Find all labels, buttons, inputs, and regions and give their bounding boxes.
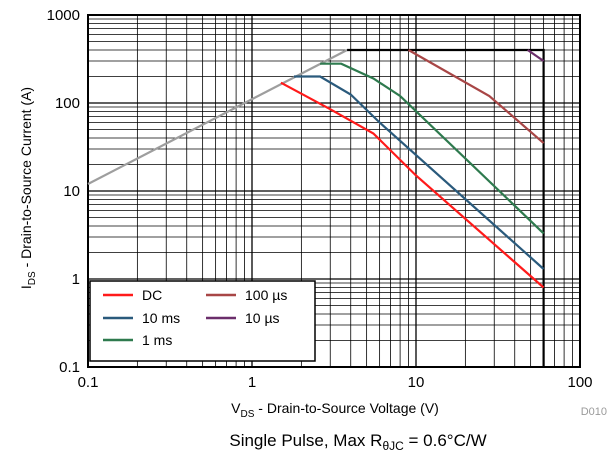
- legend-label: DC: [142, 287, 162, 303]
- series-line-dc: [280, 81, 545, 289]
- legend-label: 10 µs: [245, 310, 280, 326]
- legend-label: 10 ms: [142, 310, 180, 326]
- tick-labels: 0.1 1 10 100 0.1 1 10 100 1000: [47, 7, 593, 391]
- series-line-100-s: [407, 49, 545, 144]
- limit-line-0: [87, 49, 348, 185]
- series-line-10-ms: [293, 75, 545, 270]
- plot-area-frame: [87, 14, 581, 368]
- series-line-10-s: [527, 49, 545, 62]
- x-tick-label: 0.1: [78, 374, 99, 391]
- y-tick-label: 1: [72, 271, 80, 288]
- y-tick-label: 10: [63, 183, 80, 200]
- legend-label: 100 µs: [245, 287, 287, 303]
- x-tick-label: 100: [567, 374, 592, 391]
- chart-caption: Single Pulse, Max RθJC = 0.6°C/W: [229, 431, 486, 453]
- x-tick-label: 1: [248, 374, 256, 391]
- limit-line-1: [347, 48, 545, 367]
- x-tick-label: 10: [408, 374, 425, 391]
- y-tick-label: 0.1: [59, 359, 80, 376]
- y-axis-title: IDS - Drain-to-Source Current (A): [18, 87, 38, 289]
- series-lines: [280, 49, 545, 289]
- series-line-1-ms: [320, 62, 545, 235]
- legend-label: 1 ms: [142, 332, 172, 348]
- figure-id: D010: [581, 406, 607, 418]
- y-tick-label: 1000: [47, 7, 80, 24]
- x-axis-title: VDS - Drain-to-Source Voltage (V): [231, 400, 439, 420]
- y-tick-label: 100: [55, 95, 80, 112]
- legend: DC 10 ms 1 ms 100 µs 10 µs: [89, 280, 316, 362]
- limit-lines: [87, 48, 545, 367]
